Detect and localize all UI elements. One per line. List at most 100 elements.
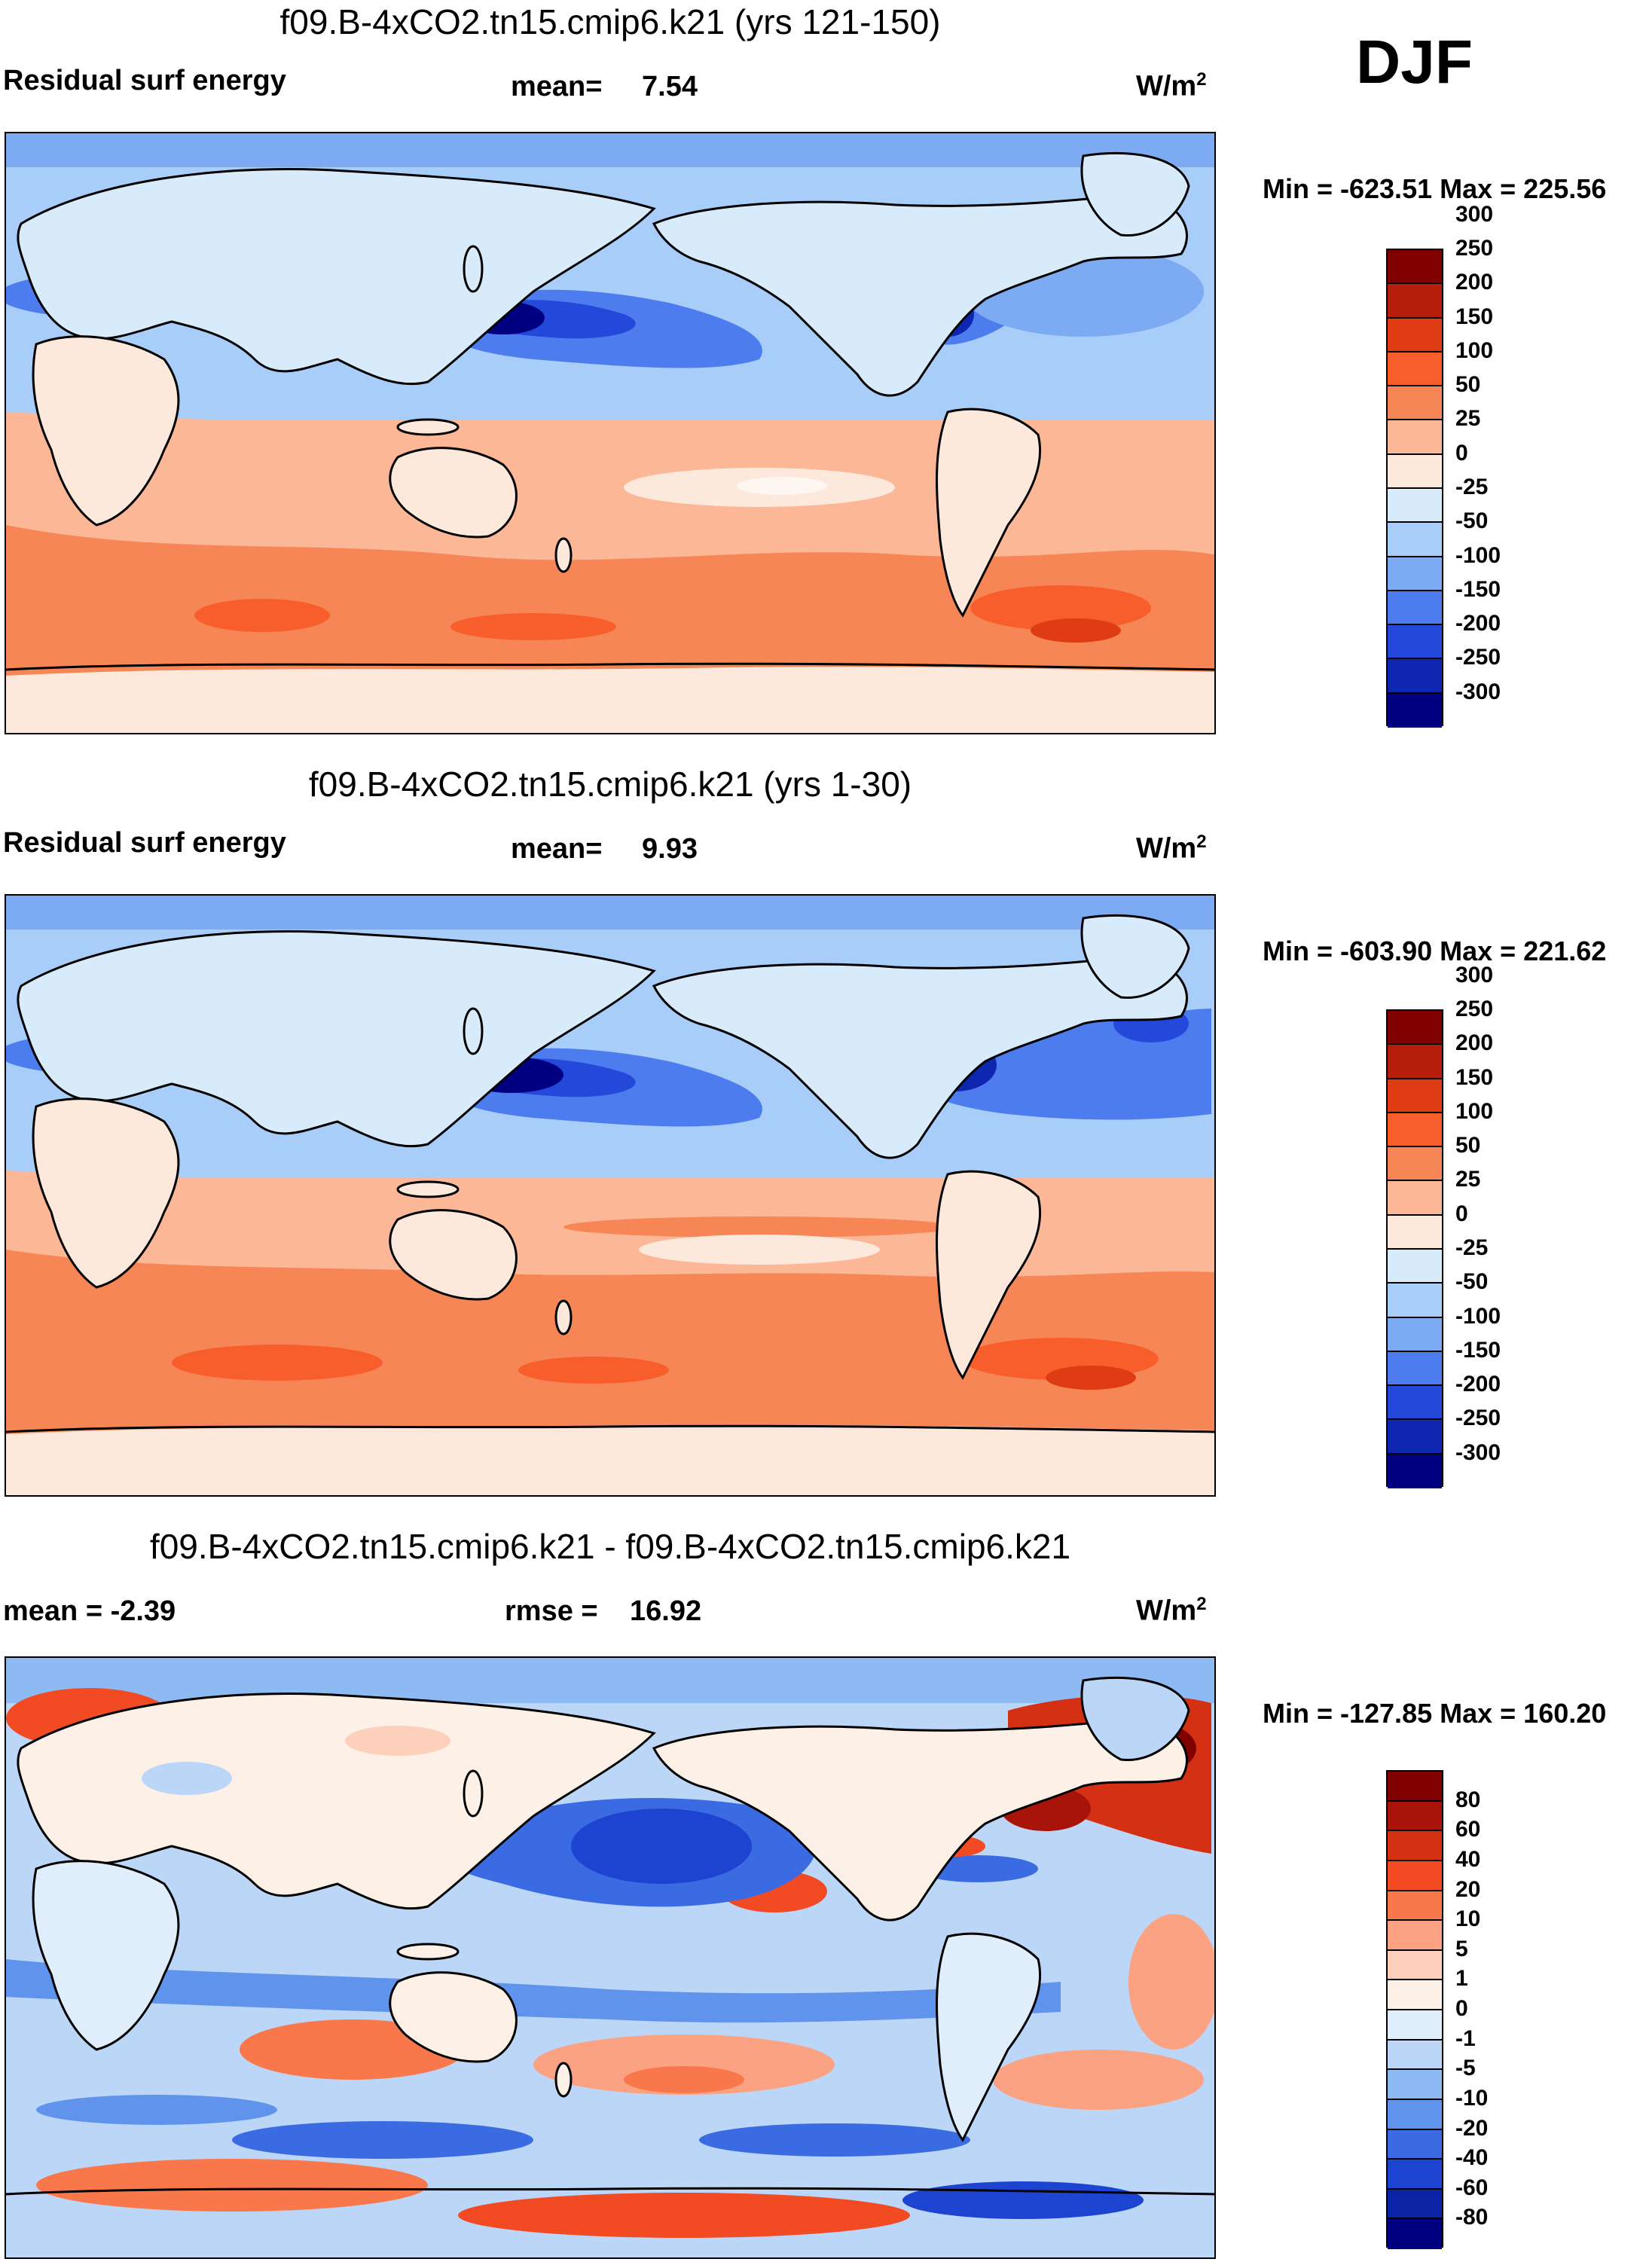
colorbar-tick-label: -150 <box>1455 576 1501 602</box>
colorbar-cell <box>1388 1351 1442 1387</box>
panel-2-map <box>5 894 1216 1497</box>
colorbar-tick-label: -20 <box>1455 2115 1489 2141</box>
colorbar-tick-label: -100 <box>1455 1303 1501 1329</box>
colorbar-tick-label: -1 <box>1455 2025 1476 2051</box>
colorbar-tick-label: -300 <box>1455 1439 1501 1465</box>
panel-2-mean-label: mean= <box>511 833 603 865</box>
colorbar-cell <box>1388 2129 1442 2160</box>
colorbar-cell <box>1388 1891 1442 1922</box>
colorbar-cell <box>1388 591 1442 626</box>
colorbar-tick-label: 60 <box>1455 1817 1481 1842</box>
colorbar-cell <box>1388 1921 1442 1951</box>
panel-1-mean-value: 7.54 <box>642 71 698 102</box>
panel-3-rmse-value: 16.92 <box>630 1595 702 1627</box>
colorbar-cell <box>1388 1317 1442 1352</box>
colorbar-tick-label: 5 <box>1455 1936 1468 1961</box>
colorbar-cell <box>1388 659 1442 694</box>
colorbar-tick-label: -250 <box>1455 645 1501 670</box>
colorbar-tick-label: -300 <box>1455 679 1501 704</box>
colorbar-box <box>1386 1009 1443 1488</box>
colorbar-tick-label: -25 <box>1455 475 1489 499</box>
colorbar-cell <box>1388 1831 1442 1861</box>
colorbar-tick-label: 10 <box>1455 1906 1481 1932</box>
colorbar-tick-label: 250 <box>1455 997 1494 1021</box>
colorbar-tick-label: -50 <box>1455 508 1489 534</box>
colorbar-tick-label: 100 <box>1455 337 1494 363</box>
panel-2-variable-label: Residual surf energy <box>3 827 286 859</box>
colorbar-cell <box>1388 2010 1442 2041</box>
colorbar-cell <box>1388 454 1442 489</box>
colorbar-cell <box>1388 1113 1442 1148</box>
colorbar-tick-label: -60 <box>1455 2175 1489 2200</box>
colorbar-tick-label: 25 <box>1455 406 1481 432</box>
panel-3-map <box>5 1656 1216 2259</box>
colorbar-tick-label: 80 <box>1455 1787 1481 1812</box>
colorbar-tick-label: -50 <box>1455 1269 1489 1295</box>
colorbar-tick-label: 0 <box>1455 1201 1468 1226</box>
colorbar-cell <box>1388 1980 1442 2010</box>
panel-2-minmax: Min = -603.90 Max = 221.62 <box>1263 936 1607 966</box>
colorbar-tick-label: 0 <box>1455 1996 1468 2021</box>
colorbar-cell <box>1388 1079 1442 1113</box>
colorbar-tick-label: 300 <box>1455 962 1494 987</box>
panel-3-rmse-label: rmse = <box>505 1595 598 1627</box>
panel-3-title: f09.B-4xCO2.tn15.cmip6.k21 - f09.B-4xCO2… <box>149 1527 1071 1566</box>
colorbar-cell <box>1388 2189 1442 2220</box>
colorbar-cell <box>1388 1181 1442 1216</box>
colorbar-cell <box>1388 1860 1442 1891</box>
colorbar-cell <box>1388 523 1442 557</box>
colorbar-cell <box>1388 1147 1442 1182</box>
colorbar-cell <box>1388 1284 1442 1318</box>
colorbar-tick-label: 100 <box>1455 1098 1494 1124</box>
colorbar-cell <box>1388 1454 1442 1488</box>
colorbar-cell <box>1388 318 1442 353</box>
colorbar-tick-label: 200 <box>1455 270 1494 295</box>
colorbar-cell <box>1388 1011 1442 1045</box>
colorbar-box <box>1386 249 1443 728</box>
season-label: DJF <box>1356 28 1473 96</box>
colorbar-tick-label: 150 <box>1455 1064 1494 1090</box>
colorbar-cell <box>1388 2099 1442 2130</box>
colorbar-tick-label: 50 <box>1455 1133 1481 1158</box>
colorbar-cell <box>1388 2040 1442 2071</box>
colorbar-tick-label: -200 <box>1455 611 1501 636</box>
colorbar-cell <box>1388 557 1442 591</box>
colorbar-cell <box>1388 352 1442 387</box>
colorbar-cell <box>1388 1420 1442 1455</box>
colorbar-cell <box>1388 284 1442 319</box>
colorbar-tick-label: 250 <box>1455 236 1494 261</box>
colorbar-cell <box>1388 693 1442 728</box>
panel-3-units: W/m2 <box>1136 1594 1207 1627</box>
colorbar-tick-label: 300 <box>1455 201 1494 227</box>
colorbar-tick-label: 200 <box>1455 1030 1494 1056</box>
colorbar-tick-label: -40 <box>1455 2145 1489 2171</box>
colorbar-cell <box>1388 625 1442 660</box>
colorbar-cell <box>1388 1045 1442 1079</box>
panel-2-units: W/m2 <box>1136 832 1207 865</box>
colorbar-cell <box>1388 386 1442 421</box>
colorbar-tick-label: 25 <box>1455 1167 1481 1192</box>
colorbar-tick-label: -5 <box>1455 2056 1476 2081</box>
panel-1-title: f09.B-4xCO2.tn15.cmip6.k21 (yrs 121-150) <box>279 2 941 41</box>
colorbar-tick-label: -200 <box>1455 1372 1501 1397</box>
colorbar-cell <box>1388 2160 1442 2190</box>
colorbar-tick-label: 40 <box>1455 1846 1481 1872</box>
colorbar-box <box>1386 1770 1443 2249</box>
panel-2-title: f09.B-4xCO2.tn15.cmip6.k21 (yrs 1-30) <box>308 765 912 804</box>
colorbar-tick-label: 150 <box>1455 304 1494 329</box>
panel-1-units: W/m2 <box>1136 69 1207 102</box>
panel-1-minmax: Min = -623.51 Max = 225.56 <box>1263 173 1607 204</box>
colorbar-cell <box>1388 2219 1442 2249</box>
colorbar-tick-label: -10 <box>1455 2085 1489 2111</box>
panel-2-mean-value: 9.93 <box>642 833 698 865</box>
colorbar-tick-label: -250 <box>1455 1406 1501 1431</box>
panel-1-variable-label: Residual surf energy <box>3 65 286 96</box>
colorbar-cell <box>1388 420 1442 455</box>
panel-1-mean-label: mean= <box>511 71 603 102</box>
colorbar-tick-label: 20 <box>1455 1876 1481 1902</box>
colorbar-tick-label: -100 <box>1455 542 1501 568</box>
colorbar-cell <box>1388 1386 1442 1421</box>
colorbar-tick-label: -25 <box>1455 1235 1489 1260</box>
colorbar-cell <box>1388 1801 1442 1832</box>
colorbar-cell <box>1388 250 1442 285</box>
